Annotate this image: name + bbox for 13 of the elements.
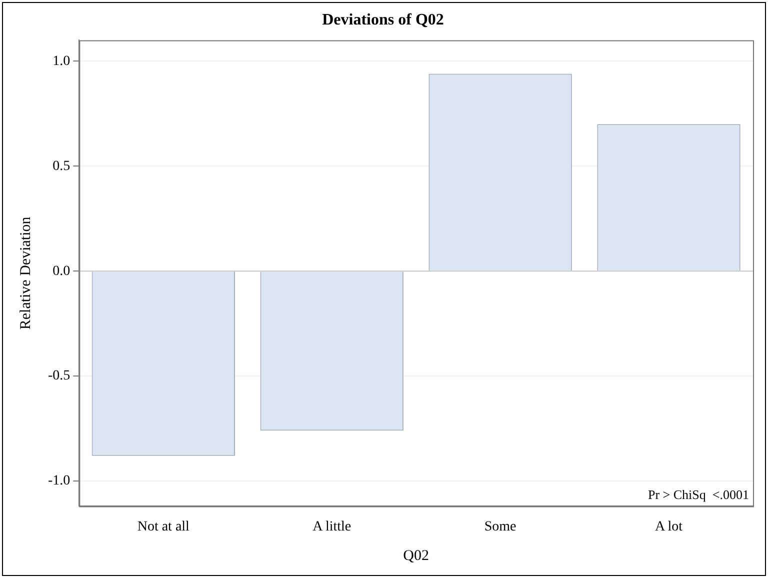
y-tick-label: 0.5: [52, 158, 70, 174]
x-tick-label: A lot: [654, 519, 683, 534]
y-axis-title: Relative Deviation: [18, 216, 34, 330]
x-tick-label: A little: [312, 519, 352, 534]
y-tick-label: -1.0: [48, 474, 70, 489]
annotation: Pr > ChiSq <.0001: [648, 487, 749, 502]
y-tick-label: 0.0: [52, 264, 70, 279]
x-tick-label: Not at all: [137, 519, 190, 534]
y-tick-label: 1.0: [52, 54, 70, 69]
chart-title: Deviations of Q02: [322, 12, 444, 29]
x-axis-title: Q02: [403, 548, 430, 564]
x-tick-label: Some: [484, 519, 516, 534]
y-tick-label: -0.5: [48, 368, 70, 384]
